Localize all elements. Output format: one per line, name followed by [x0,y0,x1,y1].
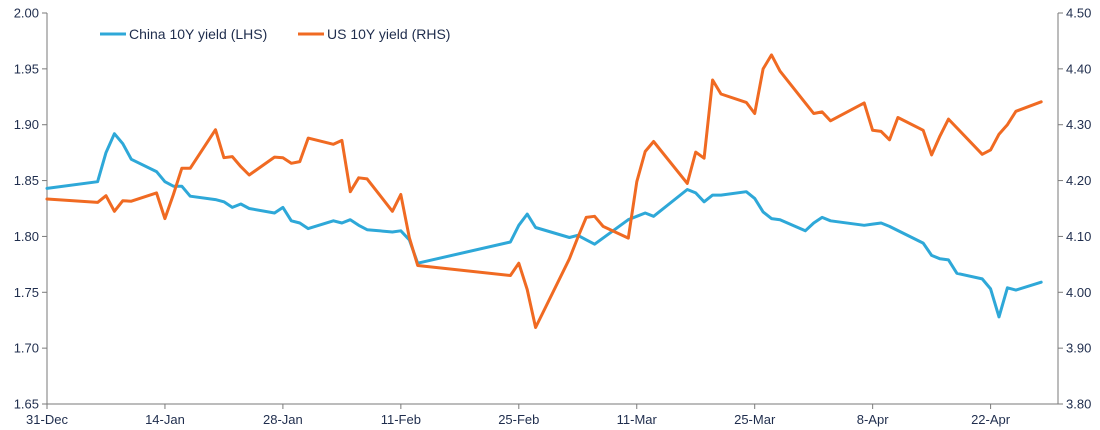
right-y-tick-label: 4.30 [1066,117,1091,132]
right-y-tick-label: 4.50 [1066,6,1091,21]
left-y-tick-label: 1.75 [14,285,39,300]
series-lines [45,53,1043,329]
x-tick-label: 22-Apr [971,412,1011,427]
legend-label: US 10Y yield (RHS) [327,26,450,42]
left-y-tick-label: 2.00 [14,6,39,21]
right-y-tick-label: 3.90 [1066,341,1091,356]
right-y-tick-label: 4.20 [1066,173,1091,188]
right-y-tick-label: 3.80 [1066,397,1091,412]
x-tick-label: 11-Mar [617,412,658,427]
left-y-tick-label: 1.90 [14,117,39,132]
x-tick-label: 11-Feb [381,412,421,427]
left-y-tick-label: 1.65 [14,397,39,412]
left-y-tick-label: 1.80 [14,229,39,244]
x-tick-label: 25-Feb [498,412,539,427]
left-y-axis-ticks: 1.65 1.70 1.75 1.80 1.85 1.90 1.95 2.00 [14,6,47,412]
x-tick-label: 31-Dec [26,412,68,427]
legend: China 10Y yield (LHS) US 10Y yield (RHS) [100,26,450,42]
left-y-tick-label: 1.85 [14,173,39,188]
right-y-tick-label: 4.00 [1066,285,1091,300]
right-y-tick-label: 4.40 [1066,61,1091,76]
us-10y-yield-line [45,53,1043,329]
x-tick-label: 14-Jan [145,412,185,427]
left-y-tick-label: 1.70 [14,341,39,356]
x-tick-label: 25-Mar [734,412,776,427]
x-axis-ticks: 31-Dec 14-Jan 28-Jan 11-Feb 25-Feb 11-Mar 25-M… [26,404,1011,427]
legend-label: China 10Y yield (LHS) [129,26,267,42]
chart-axes [46,13,1059,405]
right-y-axis-ticks: 3.80 3.90 4.00 4.10 4.20 4.30 4.40 4.50 [1058,6,1091,412]
left-y-tick-label: 1.95 [14,61,39,76]
right-y-tick-label: 4.10 [1066,229,1091,244]
x-tick-label: 28-Jan [263,412,303,427]
x-tick-label: 8-Apr [857,412,889,427]
